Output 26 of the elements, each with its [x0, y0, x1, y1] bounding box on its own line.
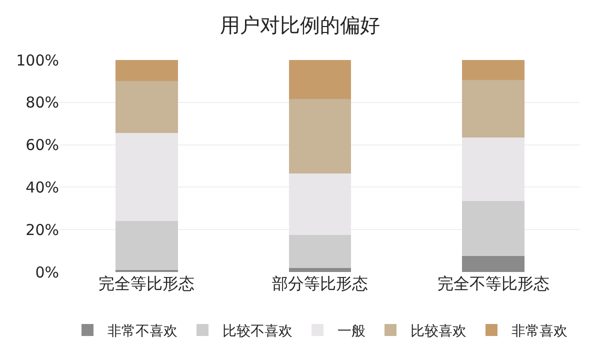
bar — [115, 60, 178, 82]
bar — [115, 221, 178, 270]
y-tick-label: 20% — [26, 220, 59, 239]
bar — [288, 234, 352, 268]
legend-label: 比较喜欢 — [410, 323, 466, 340]
y-tick-label: 100% — [16, 51, 59, 70]
legend-label: 比较不喜欢 — [222, 323, 292, 340]
y-tick-label: 80% — [26, 94, 59, 112]
bar — [462, 256, 525, 272]
legend-label: 非常不喜欢 — [108, 323, 178, 340]
bar — [462, 200, 525, 256]
bar — [115, 81, 178, 134]
y-tick-label: 0% — [35, 263, 59, 282]
chart-title: 用户对比例的偏好 — [220, 12, 380, 37]
bar — [288, 268, 352, 272]
bar — [288, 99, 352, 174]
x-tick-label: 完全等比形态 — [98, 274, 195, 293]
y-tick-label: 60% — [26, 136, 59, 154]
x-tick-label: 完全不等比形态 — [437, 274, 550, 293]
legend-label: 非常喜欢 — [512, 323, 568, 340]
bar — [462, 60, 525, 80]
legend-label: 一般 — [338, 323, 366, 340]
y-tick-label: 40% — [26, 178, 59, 196]
bar — [288, 60, 352, 100]
x-tick-label: 部分等比形态 — [272, 274, 368, 293]
bar — [462, 80, 525, 138]
